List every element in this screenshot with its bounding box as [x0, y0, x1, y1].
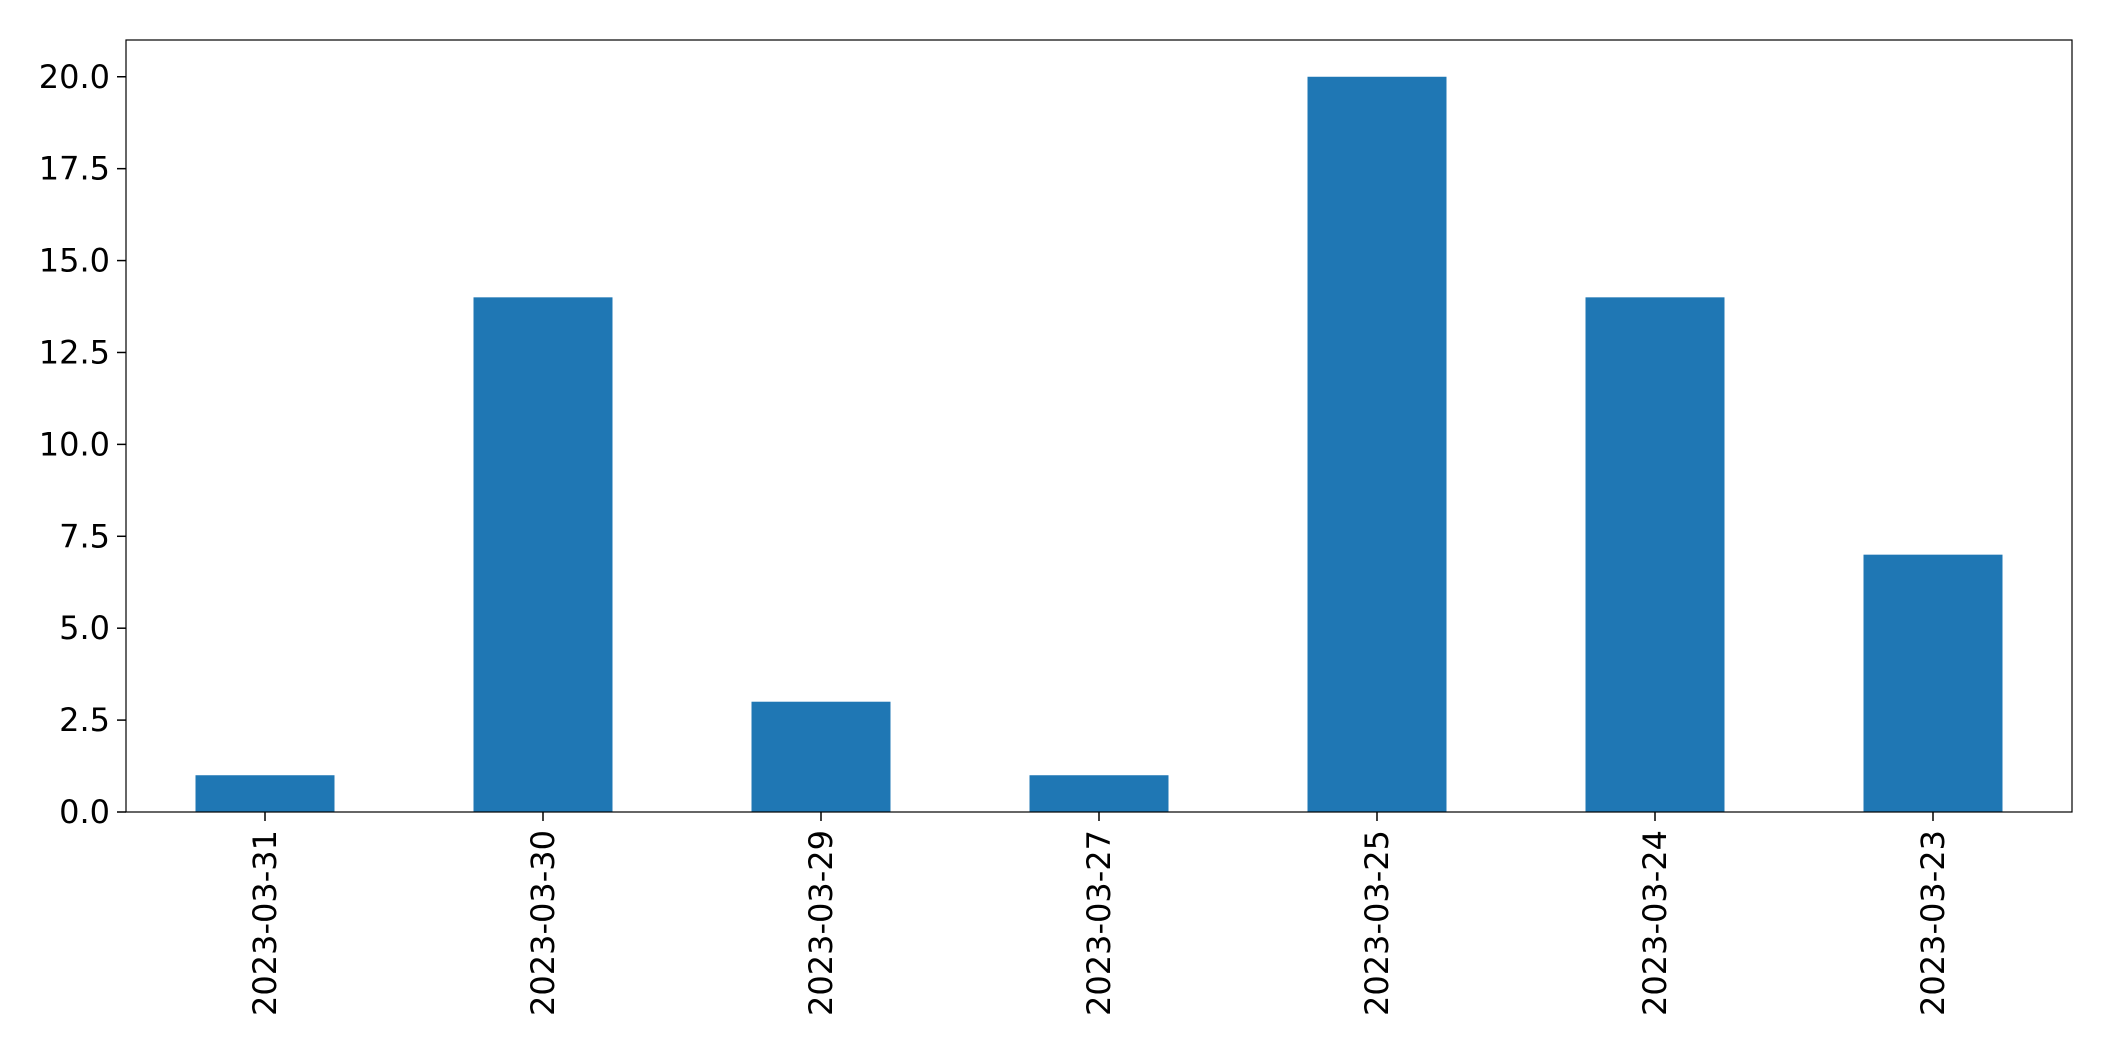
bar-2023-03-24: [1585, 297, 1725, 812]
x-tick-label: 2023-03-27: [1080, 830, 1118, 1016]
y-tick-label: 12.5: [39, 333, 110, 371]
y-tick-label: 10.0: [39, 425, 110, 463]
x-tick-label: 2023-03-23: [1914, 830, 1952, 1016]
x-tick-label: 2023-03-31: [246, 830, 284, 1016]
y-tick-label: 17.5: [39, 150, 110, 188]
y-tick-label: 2.5: [59, 701, 110, 739]
bars-layer: [195, 76, 2003, 812]
plot-frame: [125, 39, 2073, 813]
x-tick-label: 2023-03-25: [1358, 830, 1396, 1016]
y-tick-label: 5.0: [59, 609, 110, 647]
y-tick-label: 20.0: [39, 58, 110, 96]
bar-2023-03-23: [1863, 554, 2003, 812]
bar-2023-03-29: [751, 701, 891, 812]
x-tick-label: 2023-03-30: [524, 830, 562, 1016]
y-tick-label: 0.0: [59, 793, 110, 831]
y-axis: 0.0 2.5 5.0 7.5 10.0 12.5 15.0 17.5 20.0: [39, 58, 126, 831]
bar-2023-03-27: [1029, 775, 1169, 812]
x-tick-label: 2023-03-29: [802, 830, 840, 1016]
bar-2023-03-31: [195, 775, 335, 812]
y-tick-label: 15.0: [39, 242, 110, 280]
x-axis: 2023-03-31 2023-03-30 2023-03-29 2023-03-27…: [246, 812, 1952, 1016]
y-tick-label: 7.5: [59, 517, 110, 555]
bar-2023-03-25: [1307, 76, 1447, 812]
bar-2023-03-30: [473, 297, 613, 812]
x-tick-label: 2023-03-24: [1636, 830, 1674, 1016]
